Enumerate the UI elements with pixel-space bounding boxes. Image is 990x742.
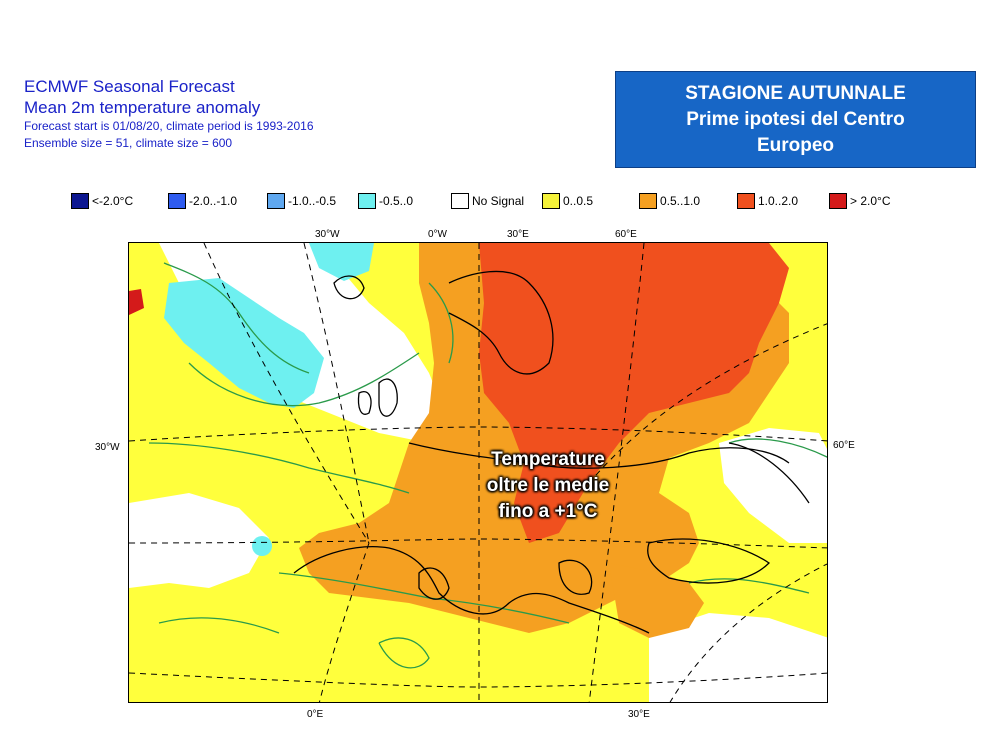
coastlines <box>293 270 810 634</box>
legend-item: No Signal <box>451 193 524 209</box>
header-title: ECMWF Seasonal Forecast <box>24 77 235 96</box>
legend-swatch <box>71 193 89 209</box>
anomaly-map-svg <box>129 243 827 702</box>
legend-label: -2.0..-1.0 <box>189 194 238 208</box>
legend-item: <-2.0°C <box>71 193 133 209</box>
legend-label: 1.0..2.0 <box>758 194 799 208</box>
legend-label: 0.5..1.0 <box>660 194 701 208</box>
legend-label: 0..0.5 <box>563 194 594 208</box>
lat-label-right: 60°E <box>833 440 855 451</box>
lon-label-bottom-30e: 30°E <box>628 709 650 720</box>
lon-label-0w: 0°W <box>428 229 447 240</box>
legend-swatch <box>168 193 186 209</box>
contour-lines <box>148 262 827 669</box>
lon-label-bottom-0e: 0°E <box>307 709 324 720</box>
legend-swatch <box>542 193 560 209</box>
no-signal-area-east <box>719 428 827 543</box>
legend-swatch <box>829 193 847 209</box>
lon-label-30e: 30°E <box>507 229 529 240</box>
legend-label: -0.5..0 <box>379 194 414 208</box>
legend-swatch <box>451 193 469 209</box>
header-ensemble-info: Ensemble size = 51, climate size = 600 <box>24 136 233 150</box>
legend-item: 0..0.5 <box>542 193 593 209</box>
header-subtitle: Mean 2m temperature anomaly <box>24 98 261 117</box>
legend-item: 1.0..2.0 <box>737 193 798 209</box>
moderate-anomaly-area-south <box>609 563 704 638</box>
legend-item: -0.5..0 <box>358 193 413 209</box>
legend-label: <-2.0°C <box>92 194 134 208</box>
negative-anomaly-spot <box>252 536 272 556</box>
forecast-annotation: Temperature oltre le medie fino a +1°C <box>438 447 658 525</box>
legend-swatch <box>267 193 285 209</box>
banner-line-2: Prime ipotesi del Centro <box>686 109 905 130</box>
lon-label-60e: 60°E <box>615 229 637 240</box>
no-signal-area-south <box>649 613 827 702</box>
negative-anomaly-area-north <box>309 243 374 281</box>
legend-label: -1.0..-0.5 <box>288 194 337 208</box>
legend-item: -1.0..-0.5 <box>267 193 336 209</box>
banner-line-1: STAGIONE AUTUNNALE <box>685 83 906 104</box>
legend-item: -2.0..-1.0 <box>168 193 237 209</box>
legend-item: > 2.0°C <box>829 193 891 209</box>
legend-swatch <box>737 193 755 209</box>
legend-swatch <box>358 193 376 209</box>
season-banner: STAGIONE AUTUNNALE Prime ipotesi del Cen… <box>615 71 976 168</box>
legend-label: > 2.0°C <box>850 194 891 208</box>
legend-swatch <box>639 193 657 209</box>
chart-header: ECMWF Seasonal Forecast Mean 2m temperat… <box>24 76 314 152</box>
legend-label: No Signal <box>472 194 525 208</box>
banner-line-3: Europeo <box>756 135 835 156</box>
no-signal-area-west <box>129 493 269 588</box>
lon-label-30w: 30°W <box>315 229 340 240</box>
strong-anomaly-area <box>479 243 789 543</box>
negative-anomaly-area <box>164 278 324 408</box>
anomaly-map <box>128 242 828 703</box>
annotation-line-2: oltre le medie <box>486 475 610 496</box>
header-forecast-info: Forecast start is 01/08/20, climate peri… <box>24 119 314 133</box>
annotation-line-3: fino a +1°C <box>498 501 598 522</box>
graticule <box>129 243 827 702</box>
legend-item: 0.5..1.0 <box>639 193 700 209</box>
annotation-line-1: Temperature <box>491 449 605 470</box>
lat-label-left: 30°W <box>95 442 120 453</box>
extreme-anomaly-spot <box>129 289 144 315</box>
